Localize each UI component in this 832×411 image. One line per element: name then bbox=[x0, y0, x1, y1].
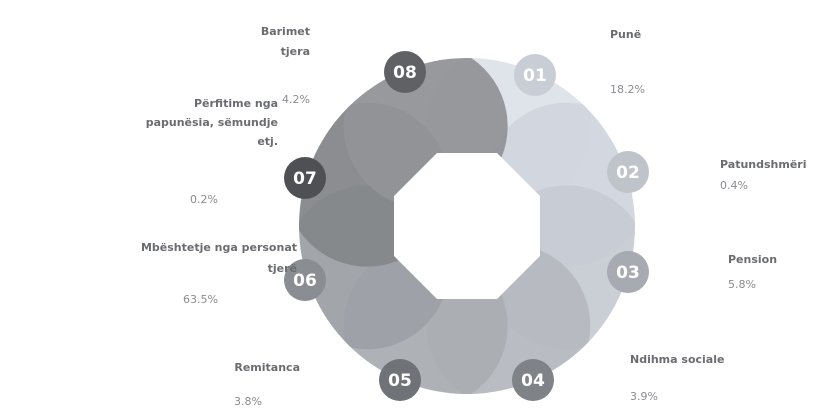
segment-value: 3.8% bbox=[234, 395, 262, 408]
badge-number: 03 bbox=[616, 263, 640, 283]
segment-value: 18.2% bbox=[610, 83, 645, 96]
number-badge bbox=[384, 51, 426, 93]
segment-value: 0.2% bbox=[190, 193, 218, 206]
segment-label: Remitanca bbox=[234, 361, 300, 374]
badge-number: 01 bbox=[523, 66, 547, 86]
badge-number: 06 bbox=[293, 271, 317, 291]
segment-label: Punë bbox=[610, 28, 641, 41]
badge-number: 05 bbox=[388, 371, 412, 391]
number-badge bbox=[512, 359, 554, 401]
segment-label: Mbështetje nga personat bbox=[141, 241, 297, 254]
segment-label: papunësia, sëmundje bbox=[146, 116, 278, 129]
segment-value: 5.8% bbox=[728, 278, 756, 291]
badge-number: 07 bbox=[293, 169, 317, 189]
center-hole bbox=[394, 153, 540, 299]
segment-label: Pension bbox=[728, 253, 777, 266]
segment-label: Ndihma sociale bbox=[630, 353, 724, 366]
badge-number: 02 bbox=[616, 163, 640, 183]
number-badge bbox=[284, 157, 326, 199]
segment-label: Barimet bbox=[261, 25, 310, 38]
segment-label: tjerë bbox=[268, 262, 297, 275]
segment-label: Patundshmëri bbox=[720, 158, 806, 171]
segment-label: tjera bbox=[281, 45, 310, 58]
number-badge bbox=[284, 259, 326, 301]
number-badge bbox=[607, 151, 649, 193]
badge-number: 08 bbox=[393, 63, 417, 83]
segment-label: Përfitime nga bbox=[194, 97, 278, 110]
segment-value: 63.5% bbox=[183, 293, 218, 306]
badge-number: 04 bbox=[521, 371, 545, 391]
segment-label: etj. bbox=[257, 135, 278, 148]
segment-value: 3.9% bbox=[630, 390, 658, 403]
number-badge bbox=[514, 54, 556, 96]
segment-value: 0.4% bbox=[720, 179, 748, 192]
segment-value: 4.2% bbox=[282, 93, 310, 106]
number-badge bbox=[607, 251, 649, 293]
number-badge bbox=[379, 359, 421, 401]
